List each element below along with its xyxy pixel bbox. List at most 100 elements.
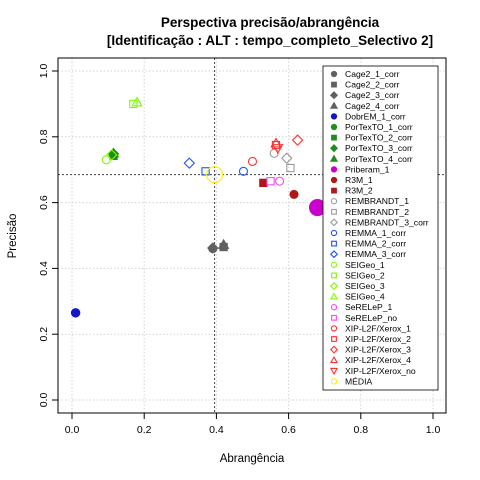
legend-marker-portexto-3-corr bbox=[329, 144, 339, 153]
legend-label: Cage2_2_corr bbox=[345, 80, 400, 90]
y-tick-label: 0.6 bbox=[38, 195, 50, 210]
legend-marker-cage2-4-corr bbox=[329, 101, 339, 109]
point-r3m-2 bbox=[259, 178, 268, 188]
legend-label: REMBRANDT_2 bbox=[345, 207, 409, 217]
x-tick-label: 1.0 bbox=[426, 424, 441, 436]
legend-marker-remma-3-corr bbox=[329, 250, 339, 259]
point-rembrandt-3-corr bbox=[281, 152, 293, 164]
data-points bbox=[70, 96, 327, 318]
legend-label: Cage2_1_corr bbox=[345, 69, 400, 79]
legend-marker-serelep-no bbox=[331, 314, 337, 321]
legend-marker-xip-l2f-xerox-3 bbox=[329, 345, 339, 354]
legend-label: REMMA_3_corr bbox=[345, 249, 406, 259]
legend-label: SEIGeo_1 bbox=[345, 260, 385, 270]
point-rembrandt-2 bbox=[286, 163, 295, 173]
legend-marker-xip-l2f-xerox-1 bbox=[330, 325, 338, 332]
point-cage2-3-corr bbox=[207, 242, 219, 254]
legend-marker-seigeo-2 bbox=[331, 272, 337, 279]
legend-label: XIP-L2F/Xerox_4 bbox=[345, 355, 411, 365]
legend-box bbox=[322, 65, 439, 391]
legend-label: DobrEM_1_corr bbox=[345, 111, 406, 121]
y-tick-label: 1.0 bbox=[38, 64, 50, 79]
legend: Cage2_1_corrCage2_2_corrCage2_3_corrCage… bbox=[322, 65, 439, 391]
point-serelep-1 bbox=[275, 176, 285, 186]
legend-marker-cage2-1-corr bbox=[330, 70, 338, 78]
legend-label: MÉDIA bbox=[345, 376, 372, 386]
y-tick-label: 0.2 bbox=[38, 327, 50, 342]
legend-marker-seigeo-4 bbox=[329, 292, 339, 300]
point-remma-1-corr bbox=[238, 166, 249, 176]
point-rembrandt-1 bbox=[269, 148, 279, 158]
point-serelep-no bbox=[266, 177, 275, 186]
point-remma-2-corr bbox=[201, 167, 210, 176]
legend-label: XIP-L2F/Xerox_3 bbox=[345, 345, 411, 355]
y-tick-label: 0.4 bbox=[38, 261, 50, 276]
point-xip-l2f-xerox-no bbox=[272, 144, 284, 155]
legend-label: REMMA_1_corr bbox=[345, 228, 406, 238]
reference-lines bbox=[58, 58, 446, 413]
point-seigeo-3 bbox=[105, 149, 118, 161]
y-tick-label: 0.0 bbox=[38, 393, 50, 408]
legend-marker-remma-1-corr bbox=[330, 229, 338, 237]
legend-marker-rembrandt-3-corr bbox=[329, 218, 339, 227]
legend-marker-xip-l2f-xerox-4 bbox=[329, 355, 339, 364]
legend-marker-portexto-4-corr bbox=[329, 154, 339, 162]
point-seigeo-4 bbox=[131, 96, 143, 107]
legend-marker-cage2-2-corr bbox=[331, 81, 337, 88]
legend-label: PorTexTO_1_corr bbox=[345, 122, 413, 132]
legend-marker-xip-l2f-xerox-no bbox=[329, 367, 339, 376]
legend-label: REMBRANDT_1 bbox=[345, 196, 409, 206]
legend-label: Cage2_3_corr bbox=[345, 90, 400, 100]
legend-marker-rembrandt-2 bbox=[331, 208, 337, 215]
legend-label: PorTexTO_3_corr bbox=[345, 143, 413, 153]
legend-marker-portexto-1-corr bbox=[330, 123, 338, 131]
legend-label: Cage2_4_corr bbox=[345, 101, 400, 111]
point-xip-l2f-xerox-1 bbox=[247, 156, 258, 167]
legend-label: XIP-L2F/Xerox_no bbox=[345, 366, 416, 376]
x-tick-label: 0.0 bbox=[65, 424, 80, 436]
point-remma-3-corr bbox=[183, 157, 196, 169]
legend-marker-r3m-2 bbox=[331, 187, 337, 194]
legend-label: XIP-L2F/Xerox_2 bbox=[345, 334, 411, 344]
chart-subtitle: [Identificação : ALT : tempo_completo_Se… bbox=[107, 33, 433, 48]
x-tick-label: 0.4 bbox=[209, 424, 224, 436]
point-xip-l2f-xerox-4 bbox=[270, 137, 282, 148]
point-dobrem-1-corr bbox=[70, 308, 81, 318]
legend-label: R3M_2 bbox=[345, 186, 373, 196]
point-m-dia bbox=[206, 166, 224, 184]
point-cage2-4-corr bbox=[217, 238, 230, 249]
x-axis: 0.0 0.2 0.4 0.6 0.8 1.0 bbox=[65, 413, 441, 436]
legend-marker-serelep-1 bbox=[330, 304, 338, 311]
legend-marker-seigeo-3 bbox=[329, 281, 339, 291]
legend-label: PorTexTO_4_corr bbox=[345, 154, 413, 164]
plot-frame bbox=[57, 57, 447, 414]
x-tick-label: 0.2 bbox=[137, 424, 152, 436]
y-axis-label: Precisão bbox=[7, 214, 19, 259]
legend-marker-dobrem-1-corr bbox=[330, 113, 338, 120]
x-axis-label: Abrangência bbox=[220, 453, 285, 465]
legend-label: PorTexTO_2_corr bbox=[345, 133, 413, 143]
legend-marker-r3m-1 bbox=[330, 176, 338, 184]
point-seigeo-1 bbox=[101, 155, 111, 165]
legend-label: SeRELeP_1 bbox=[345, 302, 393, 312]
x-tick-label: 0.8 bbox=[353, 424, 368, 436]
legend-label: SEIGeo_4 bbox=[345, 292, 385, 302]
y-axis: 0.0 0.2 0.4 0.6 0.8 1.0 bbox=[38, 64, 58, 408]
legend-label: REMMA_2_corr bbox=[345, 239, 406, 249]
legend-marker-m-dia bbox=[330, 378, 338, 385]
legend-marker-cage2-3-corr bbox=[329, 91, 339, 100]
legend-label: Priberam_1 bbox=[345, 164, 390, 174]
legend-label: SEIGeo_3 bbox=[345, 281, 385, 291]
legend-marker-portexto-2-corr bbox=[331, 134, 337, 141]
point-xip-l2f-xerox-3 bbox=[291, 134, 304, 146]
legend-label: R3M_1 bbox=[345, 175, 373, 185]
legend-marker-remma-2-corr bbox=[331, 240, 337, 247]
legend-marker-rembrandt-1 bbox=[330, 198, 338, 205]
point-r3m-1 bbox=[289, 189, 299, 199]
y-tick-label: 0.8 bbox=[38, 129, 50, 144]
legend-marker-seigeo-1 bbox=[330, 261, 338, 268]
chart-title: Perspectiva precisão/abrangência bbox=[161, 15, 380, 30]
x-tick-label: 0.6 bbox=[281, 424, 296, 436]
legend-label: XIP-L2F/Xerox_1 bbox=[345, 323, 411, 333]
